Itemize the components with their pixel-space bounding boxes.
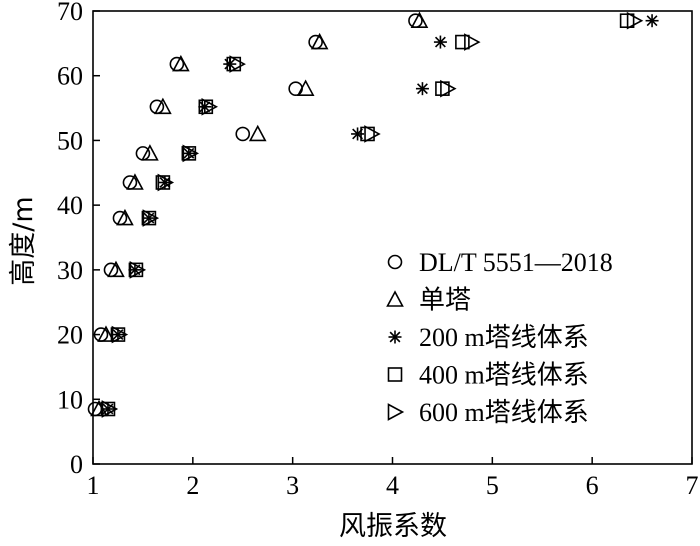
data-point-circle bbox=[112, 210, 128, 226]
y-tick-label: 70 bbox=[57, 0, 83, 26]
data-point-square bbox=[455, 34, 470, 50]
data-point-square bbox=[155, 175, 171, 190]
x-tick-label: 3 bbox=[286, 471, 299, 500]
legend: DL/T 5551—2018 单塔 200 m塔线体系 400 m塔线体系 600 m塔… bbox=[386, 248, 613, 427]
data-point-triangle bbox=[126, 173, 144, 190]
x-tick-label: 4 bbox=[386, 471, 399, 500]
data-point-triangle-right bbox=[464, 33, 481, 51]
data-point-triangle-right bbox=[101, 400, 119, 418]
data-point-square bbox=[181, 146, 197, 161]
data-point-circle bbox=[235, 126, 251, 142]
data-point-triangle-right bbox=[142, 209, 160, 227]
data-point-triangle-right bbox=[111, 325, 129, 344]
data-point-triangle bbox=[248, 124, 267, 142]
data-point-square bbox=[100, 401, 116, 417]
data-point-triangle bbox=[310, 32, 329, 50]
data-point-triangle bbox=[141, 144, 159, 161]
data-point-triangle-right bbox=[182, 144, 200, 163]
legend-marker-triangle-right bbox=[387, 403, 405, 421]
x-tick-label: 2 bbox=[186, 471, 199, 500]
data-point-triangle-right bbox=[626, 11, 644, 30]
data-point-triangle bbox=[107, 260, 125, 278]
legend-marker-circle bbox=[387, 254, 403, 270]
x-tick-label: 5 bbox=[486, 471, 499, 500]
y-tick-label: 30 bbox=[57, 256, 83, 285]
data-point-square bbox=[110, 327, 126, 342]
data-point-triangle-right bbox=[201, 97, 219, 116]
data-point-asterisk bbox=[198, 100, 212, 114]
y-tick-label: 10 bbox=[57, 385, 83, 414]
data-point-triangle-right bbox=[229, 55, 246, 73]
legend-marker-square bbox=[387, 367, 403, 382]
y-tick-label: 40 bbox=[57, 191, 83, 220]
legend-label: DL/T 5551—2018 bbox=[419, 248, 613, 277]
data-point-triangle bbox=[296, 79, 315, 96]
legend-label: 200 m塔线体系 bbox=[419, 323, 589, 352]
legend-marker-asterisk bbox=[388, 330, 402, 344]
data-point-asterisk bbox=[415, 82, 429, 96]
x-tick-label: 1 bbox=[87, 471, 100, 500]
data-point-triangle-right bbox=[364, 125, 381, 143]
y-axis-title: 高度/m bbox=[8, 196, 39, 285]
x-axis-title: 风振系数 bbox=[339, 511, 447, 542]
data-point-square bbox=[141, 210, 157, 226]
x-tick-label: 7 bbox=[686, 471, 699, 500]
y-tick-label: 0 bbox=[70, 450, 83, 479]
data-point-triangle-right bbox=[157, 173, 175, 192]
y-tick-label: 20 bbox=[57, 321, 83, 350]
data-point-triangle-right bbox=[129, 261, 147, 279]
data-point-triangle bbox=[172, 54, 190, 72]
legend-marker-triangle bbox=[386, 290, 404, 307]
data-point-circle bbox=[103, 262, 119, 278]
data-point-asterisk bbox=[645, 14, 659, 28]
data-point-triangle bbox=[154, 97, 172, 115]
data-point-circle bbox=[288, 81, 303, 96]
legend-label: 400 m塔线体系 bbox=[419, 361, 589, 390]
data-point-asterisk bbox=[433, 35, 447, 49]
data-point-square bbox=[128, 262, 144, 278]
legend-label: 600 m塔线体系 bbox=[419, 398, 589, 427]
plot-frame bbox=[92, 10, 693, 465]
legend-label: 单塔 bbox=[419, 286, 471, 315]
data-point-triangle bbox=[116, 208, 134, 226]
data-point-circle bbox=[122, 175, 138, 190]
y-tick-label: 60 bbox=[57, 62, 83, 91]
data-point-asterisk bbox=[351, 127, 365, 141]
data-point-triangle bbox=[97, 325, 115, 342]
data-point-triangle bbox=[410, 11, 429, 29]
x-tick-label: 6 bbox=[586, 471, 599, 500]
y-tick-label: 50 bbox=[57, 126, 83, 155]
data-point-triangle-right bbox=[440, 79, 457, 98]
